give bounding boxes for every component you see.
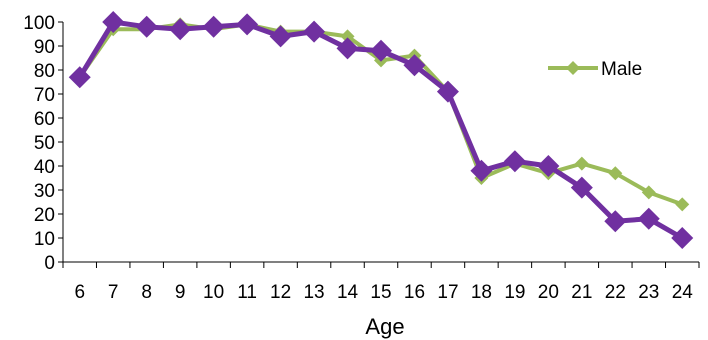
data-point [641,185,656,200]
legend-marker [566,61,580,75]
data-point [574,156,589,171]
x-tick-label: 18 [471,282,492,303]
legend: Male [548,59,642,80]
x-tick-label: 13 [303,282,324,303]
y-tick-label: 0 [44,253,55,274]
data-point [570,176,593,199]
data-point [608,166,623,181]
data-point [637,207,660,230]
x-tick-label: 14 [337,282,359,303]
x-tick-label: 19 [504,282,525,303]
x-tick-label: 23 [638,282,659,303]
data-point [169,18,192,41]
x-tick-label: 6 [74,282,85,303]
x-axis: 6 7 8 9 10 11 12 13 14 15 16 17 18 19 20 21 22 23 24 [62,261,700,303]
y-tick-label: 40 [34,157,55,178]
x-tick-label: 17 [437,282,458,303]
x-tick-label: 12 [270,282,291,303]
x-tick-label: 10 [203,282,224,303]
x-tick-label: 21 [571,282,592,303]
data-point [303,20,326,43]
y-tick-label: 70 [34,85,55,106]
y-tick-label: 30 [34,181,55,202]
data-point [102,11,125,33]
x-axis-title: Age [365,314,404,339]
data-point [202,15,225,38]
y-tick-label: 100 [23,13,55,34]
data-point [370,39,392,62]
data-point [503,150,526,173]
data-point [236,13,259,36]
x-tick-label: 24 [672,282,694,303]
y-tick-label: 50 [34,133,55,154]
x-tick-label: 11 [237,282,257,303]
data-point [403,54,426,77]
data-point [671,227,694,249]
data-point [269,25,292,48]
x-tick-label: 16 [404,282,425,303]
data-point [470,159,493,182]
series-2 [68,11,694,249]
series-layer [68,11,694,249]
data-point [604,210,627,233]
data-point [537,155,560,177]
data-point [675,197,690,212]
data-point [68,66,91,89]
y-tick-label: 10 [34,229,55,250]
x-tick-label: 22 [605,282,626,303]
y-tick-label: 20 [34,205,55,226]
y-tick-label: 60 [34,109,55,130]
x-tick-label: 15 [370,282,391,303]
data-point [340,29,355,44]
data-point [336,37,359,60]
x-tick-label: 7 [108,282,119,303]
data-point [135,15,158,38]
x-tick-label: 9 [175,282,186,303]
y-tick-label: 80 [34,61,55,82]
y-axis: 0 10 20 30 40 50 60 70 80 90 100 [23,13,64,274]
legend-label: Male [601,59,642,80]
y-tick-label: 90 [34,37,55,58]
data-point [436,80,459,103]
x-tick-label: 8 [141,282,152,303]
x-tick-label: 20 [538,282,559,303]
